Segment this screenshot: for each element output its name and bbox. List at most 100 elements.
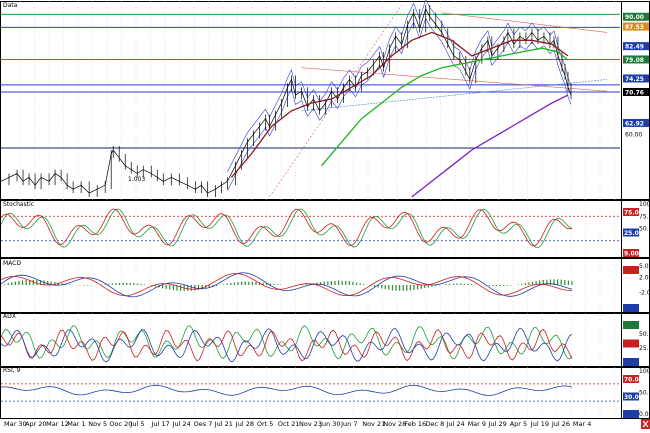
envelope-upper — [227, 0, 572, 173]
stoch-badge-label: 75.00 — [624, 209, 643, 216]
trend-line-upper — [441, 12, 608, 33]
price-badge-label: 74.25 — [625, 76, 644, 83]
ma-mid-line — [321, 47, 569, 167]
stoch-badge-label: 25.00 — [624, 230, 643, 237]
time-tick-label: Apr 5 — [510, 420, 527, 428]
adx-series-line — [0, 328, 573, 362]
panel-frame-rsi — [0, 367, 650, 419]
time-tick-label: Jul 17 — [151, 420, 170, 428]
adx-tick-label: 25.00 — [639, 345, 650, 352]
price-badge — [623, 118, 649, 127]
time-tick-label: Mar 12 — [46, 420, 69, 428]
panel-title-stochastic: Stochastic — [3, 201, 34, 208]
ma-long-line — [411, 94, 569, 198]
rsi-badge — [623, 375, 639, 383]
stoch-series-line — [0, 208, 573, 247]
panel-frame-adx — [0, 313, 650, 367]
adx-series-line — [0, 325, 573, 360]
time-tick-label: Jul 29 — [488, 420, 507, 428]
price-badge — [623, 42, 649, 51]
time-tick-label: Mar 4 — [573, 420, 591, 428]
time-tick-label: Ort 5 — [257, 420, 274, 428]
rsi-series-line — [0, 384, 573, 396]
price-annotation: 1.003 — [128, 176, 145, 183]
time-tick-label: Jul 26 — [551, 420, 570, 428]
time-tick-label: Dec 8 — [425, 420, 444, 428]
time-tick-label: Mar 30 — [4, 420, 27, 428]
rsi-badge — [623, 410, 639, 418]
rsi-badge — [623, 392, 639, 401]
panel-title-adx: ADX — [3, 313, 16, 320]
time-tick-label: Nov 23 — [299, 420, 322, 428]
panel-title-data: Data — [3, 2, 18, 9]
price-badge-label: 87.53 — [625, 24, 644, 31]
rsi-tick-label: 100.00 — [639, 368, 650, 375]
rsi-tick-label: 50.00 — [639, 390, 650, 397]
macd-badge — [623, 266, 639, 274]
price-badge-label: 62.92 — [625, 120, 644, 127]
close-icon[interactable] — [641, 419, 650, 429]
time-tick-label: Feb 16 — [404, 420, 426, 428]
envelope-lower — [227, 17, 572, 191]
adx-series-line — [0, 328, 573, 363]
time-tick-label: Nov 5 — [88, 420, 107, 428]
stoch-tick-label: 100.00 — [639, 201, 650, 208]
adx-badge — [623, 339, 639, 348]
macd-series-line — [0, 273, 572, 297]
stoch-badge — [623, 249, 639, 257]
macd-badge — [623, 304, 639, 312]
price-badge — [623, 22, 649, 31]
panel-frame-stoch — [0, 200, 650, 258]
time-tick-label: Mar 9 — [468, 420, 486, 428]
time-tick-label: Jul 24 — [172, 420, 191, 428]
price-badge — [623, 12, 649, 21]
macd-panel — [0, 272, 573, 298]
fan-line — [269, 4, 402, 198]
stoch-tick-label: 50.00 — [639, 226, 650, 233]
trend-line-lower — [301, 67, 608, 92]
time-tick-label: Nov 28 — [383, 420, 406, 428]
rsi-tick-label: 0.00 — [639, 411, 650, 418]
price-badge-label: 79.08 — [625, 57, 644, 64]
price-badge — [623, 74, 649, 83]
panel-title-macd: MACD — [3, 260, 21, 267]
price-axis: 90.00 87.53 82.49 79.08 74.25 70.76 62.92 60.00… — [623, 12, 650, 418]
stochastic-panel — [0, 208, 620, 249]
adx-panel — [0, 325, 573, 363]
ma-short-line — [230, 31, 569, 178]
time-tick-label: Jul 21 — [214, 420, 233, 428]
price-panel — [0, 0, 620, 198]
adx-badge — [623, 321, 639, 329]
price-badge-label: 70.76 — [625, 89, 644, 96]
price-tick-label: 60.00 — [625, 131, 642, 138]
time-tick-label: Jul 24 — [446, 420, 465, 428]
time-tick-label: Jul 5 — [129, 420, 144, 428]
stoch-badge — [623, 228, 639, 237]
time-tick-label: Jul 28 — [235, 420, 254, 428]
stoch-series-line — [0, 208, 573, 249]
stoch-badge — [623, 208, 639, 216]
price-badge — [623, 87, 649, 96]
stoch-badge-label: 9.00 — [624, 250, 639, 257]
panel-frames — [0, 1, 650, 419]
trend-line-dotted — [301, 79, 608, 112]
rsi-badge-label: 70.00 — [624, 376, 643, 383]
grid-lines — [19, 1, 615, 418]
time-tick-label: Ooc 20 — [109, 420, 132, 428]
time-tick-label: Jun 30 — [319, 420, 341, 428]
time-tick-label: Mar 1 — [67, 420, 85, 428]
macd-series-line — [0, 272, 573, 298]
time-tick-label: Oct 21 — [278, 420, 300, 428]
price-badge-label: 90.00 — [625, 14, 644, 21]
price-badge — [623, 55, 649, 64]
macd-tick-label: 5.00 — [639, 263, 650, 270]
macd-tick-label: 2.00 — [639, 274, 650, 281]
price-badge-label: 82.49 — [625, 44, 644, 51]
rsi-panel — [0, 383, 620, 402]
stoch-tick-label: 75.00 — [639, 213, 650, 220]
time-tick-label: Oes 7 — [194, 420, 213, 428]
time-tick-label: Apr 20 — [25, 420, 47, 428]
